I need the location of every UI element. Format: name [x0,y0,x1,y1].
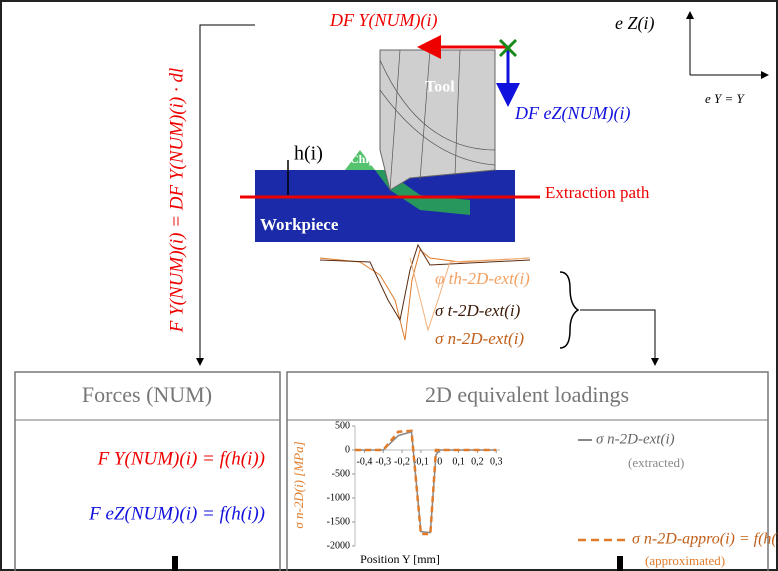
label: h(i) [294,143,323,165]
series-line [355,432,496,533]
label: DF Y(NUM)(i) [329,10,437,31]
y-tick-label: -1000 [327,492,350,503]
y-axis-label: σ n-2D(i) [MPa] [291,441,306,528]
x-tick-label: -0,4 [356,456,372,467]
bar [172,556,178,571]
label: σ t-2D-ext(i) [435,301,521,320]
legend-label: σ n-2D-appro(i) = f(h(i), Y) [632,531,778,548]
box-title: 2D equivalent loadings [425,382,629,407]
y-tick-label: -1500 [327,516,350,527]
legend-note: (extracted) [628,455,684,470]
label: F Y(NUM)(i) = DF Y(NUM)(i) · dl [166,68,187,334]
y-tick-label: -500 [332,468,350,479]
series-line [355,431,496,534]
x-axis-label: Position Y [mm] [360,552,440,566]
label: Extraction path [545,183,650,202]
legend-label: σ n-2D-ext(i) [596,431,675,447]
arrow [580,310,655,365]
diagram: DF Y(NUM)(i) DF eZ(NUM)(i) e Z(i) e Y = … [0,0,778,571]
x-tick-label: -0,2 [394,456,410,467]
y-tick-label: 0 [345,444,350,455]
label: Chip [350,152,376,166]
x-tick-label: 0,3 [490,456,503,467]
x-tick-label: 0 [437,456,442,467]
label: Tool [425,79,455,96]
signal [320,250,530,340]
equation: F Y(NUM)(i) = f(h(i)) [97,448,265,469]
box-title: Forces (NUM) [82,382,212,407]
tool [380,50,495,190]
arrow [200,25,255,365]
y-tick-label: 500 [335,420,350,431]
label: DF eZ(NUM)(i) [514,103,630,124]
legend-note: (approximated) [645,553,725,568]
label: e Z(i) [615,13,655,34]
label: Workpiece [260,215,339,234]
brace [560,272,578,348]
equation: F eZ(NUM)(i) = f(h(i)) [88,503,265,524]
y-tick-label: -2000 [327,540,350,551]
bar [617,556,623,571]
label: φ th-2D-ext(i) [435,269,530,288]
label: σ n-2D-ext(i) [435,329,524,348]
x-tick-label: 0,1 [452,456,465,467]
label: e Y = Y [705,91,746,106]
x-tick-label: -0,3 [375,456,391,467]
x-tick-label: 0,2 [471,456,484,467]
